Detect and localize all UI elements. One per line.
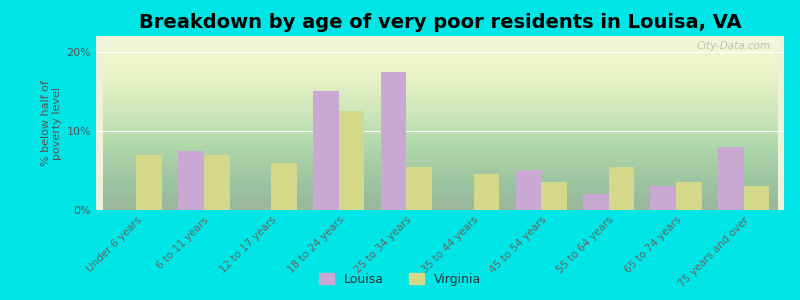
Bar <box>406 167 432 210</box>
Bar <box>583 194 609 210</box>
Text: City-Data.com: City-Data.com <box>696 41 770 51</box>
Bar <box>650 186 676 210</box>
Bar <box>609 167 634 210</box>
Bar <box>339 111 365 210</box>
Bar <box>541 182 567 210</box>
Bar <box>271 163 297 210</box>
Bar <box>178 151 204 210</box>
Bar <box>743 186 769 210</box>
Bar <box>515 170 541 210</box>
Bar <box>204 154 230 210</box>
Bar <box>381 72 406 210</box>
Legend: Louisa, Virginia: Louisa, Virginia <box>314 268 486 291</box>
Title: Breakdown by age of very poor residents in Louisa, VA: Breakdown by age of very poor residents … <box>138 13 742 32</box>
Bar <box>313 92 339 210</box>
Bar <box>137 154 162 210</box>
Y-axis label: % below half of
poverty level: % below half of poverty level <box>41 80 62 166</box>
Bar <box>676 182 702 210</box>
Bar <box>474 174 499 210</box>
Bar <box>718 147 743 210</box>
